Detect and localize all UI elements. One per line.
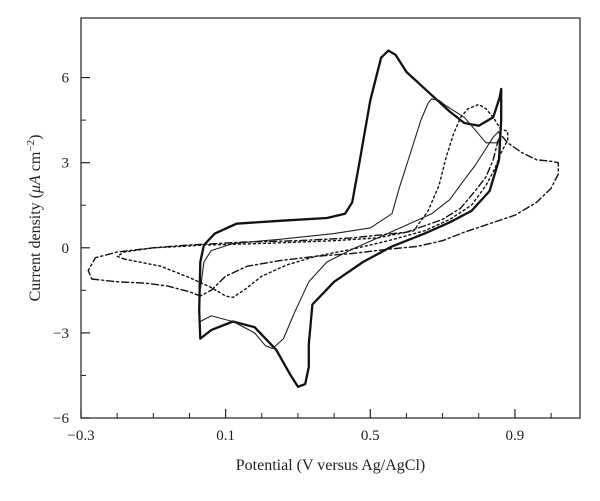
x-tick-label: 0.1 [216, 428, 235, 444]
ticks-layer [80, 76, 552, 419]
y-axis-label-exponent: −2 [25, 140, 37, 152]
series-line-2-solid-thin [199, 98, 501, 350]
y-tick-label: 3 [62, 156, 70, 172]
series-layer [87, 49, 559, 388]
x-tick-label: −0.3 [67, 428, 94, 444]
series-line-4-dash-dot [87, 133, 559, 297]
y-tick-label: 6 [62, 71, 70, 87]
y-axis-label: Current density (μA cm−2) [25, 135, 44, 302]
y-axis-label-unit-cm: cm [27, 151, 44, 175]
x-tick-label: 0.9 [506, 428, 525, 444]
y-axis-label-prefix: Current density ( [27, 193, 44, 301]
series-line-1-solid-thick [198, 49, 503, 388]
y-tick-label: −6 [53, 411, 69, 427]
x-tick-label: 0.5 [361, 428, 380, 444]
plot-frame [80, 17, 581, 419]
y-tick-label: 0 [62, 241, 70, 257]
tick-labels-layer: −0.3 0.1 0.5 0.9 −6 −3 0 3 6 [53, 71, 524, 444]
y-axis-label-suffix: ) [27, 135, 44, 140]
series-line-3-dotted [116, 103, 509, 299]
y-tick-label: −3 [53, 326, 69, 342]
x-axis-label: Potential (V versus Ag/AgCl) [236, 457, 425, 474]
y-axis-label-unit-mu: μA [27, 175, 44, 194]
